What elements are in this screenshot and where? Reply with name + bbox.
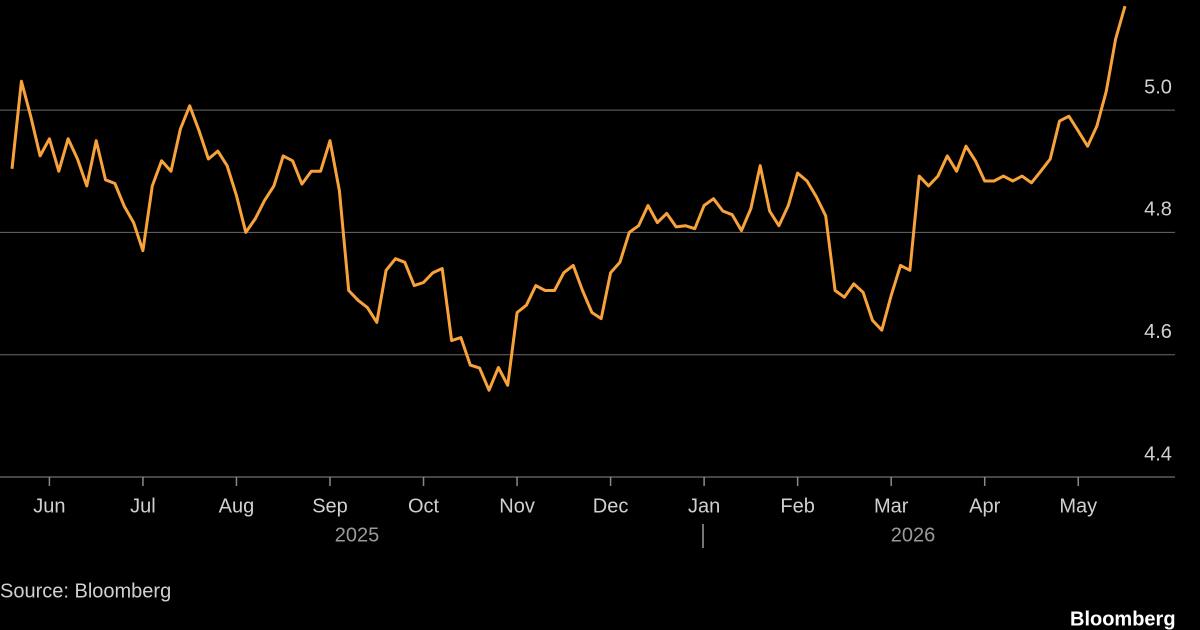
- x-tick-label: Nov: [499, 495, 535, 517]
- x-tick-label: Aug: [219, 495, 255, 517]
- year-label: 2025: [335, 524, 380, 546]
- y-tick-label: 5.0: [1144, 76, 1172, 98]
- x-tick-label: Jul: [130, 495, 156, 517]
- x-tick-label: Mar: [874, 495, 909, 517]
- price-line: [10, 5, 1127, 392]
- x-tick-label: Oct: [408, 495, 440, 517]
- source-note: Source: Bloomberg: [0, 580, 171, 602]
- x-tick-label: Jan: [688, 495, 720, 517]
- y-tick-label: 4.8: [1144, 199, 1172, 221]
- x-tick-label: Sep: [312, 495, 348, 517]
- y-tick-label: 4.6: [1144, 321, 1172, 343]
- x-tick-label: Feb: [780, 495, 814, 517]
- x-tick-label: May: [1059, 495, 1097, 517]
- x-tick-label: Apr: [969, 495, 1000, 517]
- x-tick-label: Dec: [593, 495, 629, 517]
- y-tick-label: 4.4: [1144, 443, 1172, 465]
- year-label: 2026: [891, 524, 936, 546]
- brand: Bloomberg: [1070, 608, 1176, 630]
- x-tick-label: Jun: [33, 495, 65, 517]
